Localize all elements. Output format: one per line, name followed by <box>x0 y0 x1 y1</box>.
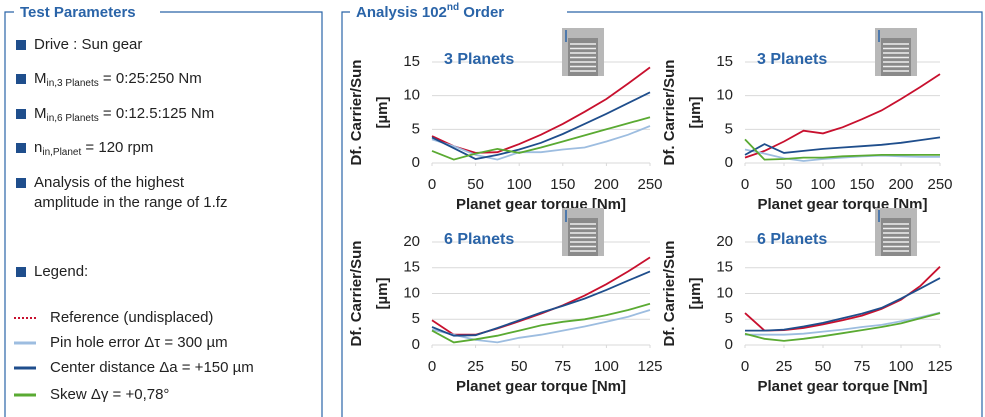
parameter: Analysis of the highest <box>34 174 185 191</box>
parameter-sub: in,Planet <box>42 147 81 158</box>
y-tick-label: 5 <box>412 310 420 327</box>
y-axis-label: [µm] <box>374 278 391 310</box>
title-part: Analysis 102 <box>356 4 447 21</box>
legend-label: Reference (undisplaced) <box>50 309 213 326</box>
chart-title: 3 Planets <box>757 51 827 68</box>
x-tick-label: 75 <box>854 358 871 375</box>
series-line <box>745 74 940 158</box>
x-tick-label: 100 <box>810 176 835 193</box>
x-tick-label: 100 <box>594 358 619 375</box>
y-tick-label: 5 <box>725 310 733 327</box>
y-axis-label: Df. Carrier/Sun <box>348 241 365 347</box>
parameter-text: M <box>34 105 47 122</box>
series-line <box>432 257 650 334</box>
y-tick-label: 20 <box>403 233 420 250</box>
y-axis-label: Df. Carrier/Sun <box>661 241 678 347</box>
x-tick-label: 50 <box>511 358 528 375</box>
y-tick-label: 15 <box>716 53 733 70</box>
series-line <box>745 313 940 341</box>
x-tick-label: 200 <box>594 176 619 193</box>
y-tick-label: 5 <box>725 120 733 137</box>
x-axis-label: Planet gear torque [Nm] <box>757 378 927 395</box>
x-tick-label: 150 <box>550 176 575 193</box>
x-tick-label: 0 <box>741 358 749 375</box>
y-tick-label: 10 <box>403 87 420 104</box>
x-tick-label: 0 <box>428 176 436 193</box>
series-line <box>745 313 940 335</box>
x-tick-label: 125 <box>927 358 952 375</box>
panel-title: Test Parameters <box>20 4 136 21</box>
parameter-rest: = 0:25:250 Nm <box>99 70 202 87</box>
x-tick-label: 125 <box>637 358 662 375</box>
parameter-text: M <box>34 70 47 87</box>
x-tick-label: 25 <box>776 358 793 375</box>
bullet <box>16 267 26 277</box>
y-tick-label: 5 <box>412 120 420 137</box>
x-axis-label: Planet gear torque [Nm] <box>456 378 626 395</box>
title-part: Order <box>459 4 504 21</box>
x-tick-label: 250 <box>927 176 952 193</box>
legend-label: Skew Δγ = +0,78° <box>50 386 169 403</box>
y-tick-label: 10 <box>716 87 733 104</box>
parameter-text: Drive : Sun gear <box>34 36 142 53</box>
y-tick-label: 10 <box>403 284 420 301</box>
x-tick-label: 50 <box>815 358 832 375</box>
y-tick-label: 15 <box>403 53 420 70</box>
x-tick-label: 50 <box>467 176 484 193</box>
y-tick-label: 0 <box>725 154 733 171</box>
y-axis-label: Df. Carrier/Sun <box>661 60 678 166</box>
bullet <box>16 40 26 50</box>
y-axis-label: [µm] <box>687 278 704 310</box>
parameter: amplitude in the range of 1.fz <box>34 194 227 211</box>
chart-title: 6 Planets <box>444 231 514 248</box>
series-line <box>432 67 650 152</box>
x-tick-label: 200 <box>888 176 913 193</box>
y-tick-label: 10 <box>716 284 733 301</box>
x-tick-label: 75 <box>554 358 571 375</box>
legend-label: Pin hole error Δτ = 300 µm <box>50 334 228 351</box>
legend-title: Legend: <box>34 263 88 280</box>
parameter: nin,Planet = 120 rpm <box>34 139 153 158</box>
bullet <box>16 109 26 119</box>
y-tick-label: 0 <box>725 336 733 353</box>
y-axis-label: [µm] <box>374 97 391 129</box>
legend-label: Center distance Δa = +150 µm <box>50 359 254 376</box>
bullet <box>16 74 26 84</box>
parameter-sub: in,3 Planets <box>47 78 99 89</box>
chart-title: 6 Planets <box>757 231 827 248</box>
y-axis-label: Df. Carrier/Sun <box>348 60 365 166</box>
y-tick-label: 0 <box>412 154 420 171</box>
x-tick-label: 150 <box>849 176 874 193</box>
x-tick-label: 100 <box>507 176 532 193</box>
y-tick-label: 0 <box>412 336 420 353</box>
y-tick-label: 15 <box>403 259 420 276</box>
section-title: Analysis 102nd Order <box>356 2 504 21</box>
parameter: Min,6 Planets = 0:12.5:125 Nm <box>34 105 214 124</box>
title-sup: nd <box>447 2 459 13</box>
parameter-text: n <box>34 139 42 156</box>
parameter-text: Analysis of the highest <box>34 174 185 191</box>
bullet <box>16 143 26 153</box>
x-tick-label: 50 <box>776 176 793 193</box>
x-tick-label: 25 <box>467 358 484 375</box>
x-tick-label: 0 <box>428 358 436 375</box>
x-tick-label: 100 <box>888 358 913 375</box>
x-tick-label: 250 <box>637 176 662 193</box>
parameter-rest: = 120 rpm <box>81 139 153 156</box>
parameter: Drive : Sun gear <box>34 36 142 53</box>
bullet <box>16 178 26 188</box>
x-tick-label: 0 <box>741 176 749 193</box>
y-tick-label: 15 <box>716 259 733 276</box>
series-line <box>745 278 940 331</box>
y-tick-label: 20 <box>716 233 733 250</box>
figure: Test Parameters Analysis 102nd Order Dri… <box>0 0 985 417</box>
y-axis-label: [µm] <box>687 97 704 129</box>
parameter: Min,3 Planets = 0:25:250 Nm <box>34 70 202 89</box>
parameter-rest: = 0:12.5:125 Nm <box>99 105 215 122</box>
parameter-sub: in,6 Planets <box>47 113 99 124</box>
chart-title: 3 Planets <box>444 51 514 68</box>
